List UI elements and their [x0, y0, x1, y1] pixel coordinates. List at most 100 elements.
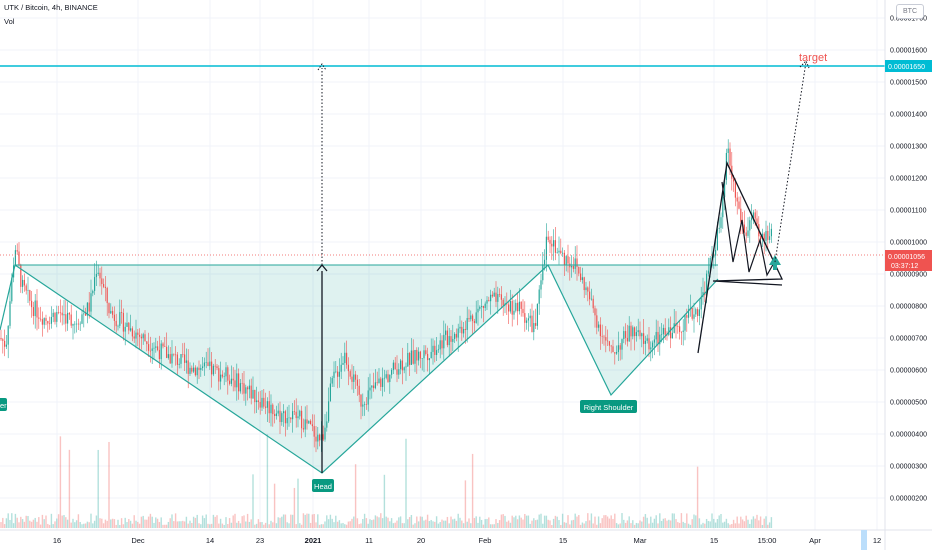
candle-body-2530 [252, 389, 254, 399]
candle-body-1864 [185, 360, 187, 363]
volume-bar-2404 [239, 523, 242, 528]
candle-body-5572 [556, 252, 558, 254]
volume-bar-2026 [201, 515, 204, 528]
volume-bar-1936 [192, 516, 195, 528]
candle-body-4150 [414, 349, 416, 364]
candle-body-4528 [452, 338, 454, 342]
volume-bar-226 [21, 519, 24, 528]
candle-body-6040 [603, 336, 605, 338]
volume-bar-784 [77, 514, 80, 528]
volume-bar-532 [52, 524, 54, 528]
volume-bar-5464 [545, 515, 548, 528]
candle-body-6778 [677, 326, 679, 327]
candle-body-6814 [680, 331, 682, 333]
candle-body-3934 [392, 362, 394, 371]
candle-body-2854 [284, 411, 286, 424]
candle-body-4114 [410, 350, 412, 365]
candle-body-6976 [697, 309, 699, 316]
candle-body-5932 [592, 298, 594, 309]
target-projection-line [774, 61, 807, 263]
candle-body-2980 [297, 416, 299, 419]
candle-body-1162 [115, 320, 117, 327]
volume-bar-1198 [119, 524, 121, 528]
candle-body-2926 [292, 411, 294, 420]
candle-body-3790 [378, 378, 380, 384]
candle-body-6958 [695, 309, 697, 315]
candle-body-7534 [752, 212, 754, 218]
candle-body-3124 [311, 424, 313, 427]
volume-bar-2980 [297, 478, 299, 528]
left-shoulder-label-text: er [0, 401, 7, 410]
candle-body-7606 [760, 236, 762, 239]
volume-bar-6796 [678, 522, 681, 528]
volume-bar-4042 [403, 523, 405, 528]
candle-body-640 [63, 314, 65, 316]
volume-bar-2872 [286, 522, 288, 528]
candle-body-2296 [229, 380, 231, 384]
candle-body-5212 [520, 301, 522, 309]
volume-bar-4132 [412, 524, 414, 528]
candle-body-4240 [423, 350, 425, 359]
volume-bar-280 [27, 516, 29, 528]
candle-body-7714 [770, 228, 772, 237]
left-shoulder-label: er [0, 398, 7, 411]
volume-bar-5860 [585, 521, 587, 528]
candle-body-460 [45, 318, 47, 321]
candle-body-3844 [383, 377, 385, 379]
volume-bar-6616 [660, 520, 663, 528]
candle-body-2782 [277, 410, 279, 414]
volume-bar-7156 [714, 522, 717, 528]
volume-bar-3106 [309, 522, 312, 528]
volume-bar-1018 [101, 518, 103, 528]
currency-button[interactable]: BTC [896, 4, 924, 19]
volume-bar-4006 [399, 516, 402, 528]
candle-body-2152 [214, 365, 216, 367]
volume-bar-154 [14, 513, 17, 528]
candle-body-4510 [450, 336, 452, 342]
volume-bar-2908 [290, 514, 292, 528]
volume-bar-7354 [734, 523, 737, 528]
candle-body-6292 [628, 325, 630, 342]
candle-body-6598 [659, 334, 661, 345]
candle-body-6526 [652, 342, 654, 348]
volume-bar-2350 [234, 513, 236, 528]
volume-bar-1720 [171, 514, 173, 528]
volume-bar-6562 [655, 515, 657, 528]
candle-body-568 [56, 311, 58, 322]
volume-bar-7696 [768, 522, 771, 528]
candle-body-6310 [630, 325, 632, 337]
volume-bar-3574 [356, 518, 359, 528]
volume-bar-5932 [592, 523, 594, 528]
volume-bar-4546 [453, 518, 456, 528]
volume-bar-6688 [668, 519, 670, 528]
volume-bar-1342 [133, 515, 135, 528]
candle-body-7282 [727, 148, 729, 153]
volume-bar-1036 [102, 523, 105, 528]
candle-body-3070 [306, 419, 308, 424]
volume-bar-4492 [448, 523, 450, 528]
volume-bar-6454 [644, 514, 647, 528]
candle-body-2548 [254, 389, 256, 403]
candle-body-5176 [517, 302, 519, 312]
volume-bar-6760 [675, 519, 677, 528]
volume-bar-388 [38, 517, 40, 528]
volume-bar-64 [5, 518, 8, 528]
volume-bar-3718 [371, 520, 373, 528]
volume-bar-1468 [146, 519, 148, 528]
volume-bar-3538 [353, 516, 355, 528]
candle-body-3862 [385, 374, 387, 378]
candle-body-5140 [513, 310, 515, 315]
candle-body-4726 [472, 315, 474, 322]
volume-bar-2890 [288, 523, 290, 528]
volume-bar-6508 [650, 516, 652, 528]
price-scale-ticks: 0.00001700 0.00001600 0.00001500 0.00001400… [890, 16, 927, 503]
volume-indicator-label[interactable]: Vol [4, 17, 15, 26]
candle-body-2224 [221, 374, 223, 377]
candle-body-2836 [283, 411, 285, 414]
candle-body-2818 [281, 413, 283, 423]
volume-bar-7030 [702, 522, 704, 528]
candle-body-7390 [738, 201, 740, 209]
volume-bar-4744 [473, 517, 476, 528]
candle-body-676 [67, 312, 69, 324]
price-tick-9: 0.00000800 [890, 304, 927, 311]
